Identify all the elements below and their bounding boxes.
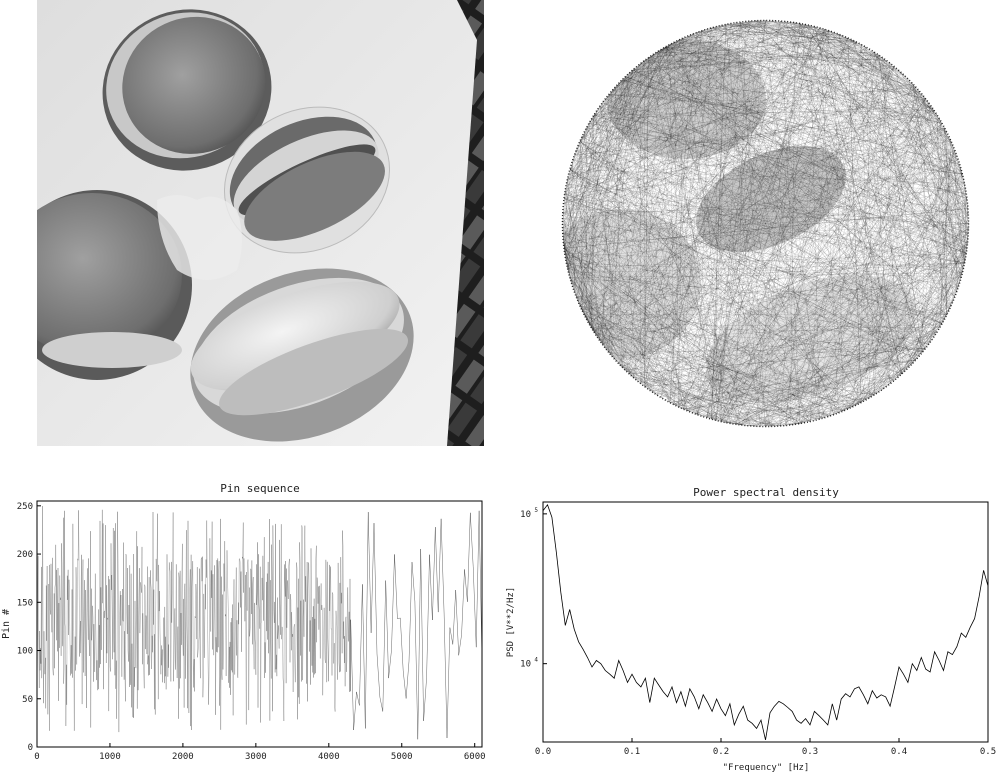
psd-frame (542, 501, 989, 743)
macaron-bottom (190, 268, 414, 442)
pin-sequence-ytick-label: 250 (17, 502, 33, 512)
psd-xtick-label: 0.4 (891, 747, 907, 757)
pin-sequence-ytick-label: 100 (17, 647, 33, 657)
macaron-photo (37, 0, 484, 446)
psd-xtick-label: 0.0 (535, 747, 551, 757)
string-art-shade-top (606, 39, 766, 159)
string-art (561, 19, 970, 428)
pin-sequence-xtick-label: 2000 (172, 752, 194, 762)
pin-sequence-xtick-label: 4000 (318, 752, 340, 762)
string-art-shade-bottom (705, 275, 917, 403)
string-art-threads (562, 20, 969, 427)
pin-sequence-ytick-label: 0 (28, 743, 33, 753)
macaron-left (37, 190, 192, 380)
pin-sequence-title: Pin sequence (220, 482, 299, 495)
pin-sequence-xtick-label: 5000 (391, 752, 413, 762)
pin-sequence-svg: Pin sequence 0 1000 2000 3000 4000 5000 6000 0… (1, 482, 486, 762)
psd-ytick-label: 10 (520, 510, 531, 520)
string-art-canvas (561, 19, 970, 428)
string-art-circle (562, 20, 969, 427)
string-art-shade-middle (696, 146, 846, 252)
pin-sequence-dense-trace (36, 505, 351, 733)
psd-xlabel: "Frequency" [Hz] (723, 763, 810, 773)
pin-sequence-xtick-label: 3000 (245, 752, 267, 762)
pin-sequence-chart: Pin sequence 0 1000 2000 3000 4000 5000 6000 0… (0, 478, 498, 773)
psd-xtick-label: 0.5 (980, 747, 996, 757)
psd-svg: Power spectral density 0.0 0.1 0.2 0.3 0.4 0.… (506, 486, 996, 773)
pin-sequence-ytick-label: 200 (17, 550, 33, 560)
psd-xtick-label: 0.2 (713, 747, 729, 757)
psd-ytick-label: 10 (520, 660, 531, 670)
pin-sequence-xtick-label: 1000 (99, 752, 121, 762)
psd-ytick-exponent: 4 (534, 657, 538, 664)
psd-xtick-label: 0.1 (624, 747, 640, 757)
pin-sequence-frame (36, 500, 483, 748)
pin-sequence-ytick-label: 50 (22, 695, 33, 705)
pin-sequence-ytick-label: 150 (17, 598, 33, 608)
macaron-top (102, 9, 272, 171)
pin-sequence-ylabel: Pin # (1, 609, 12, 639)
psd-xtick-label: 0.3 (802, 747, 818, 757)
psd-ytick-exponent: 5 (534, 507, 538, 514)
pin-sequence-xtick-label: 6000 (464, 752, 486, 762)
psd-series-line (542, 503, 989, 740)
psd-chart: Power spectral density 0.0 0.1 0.2 0.3 0.4 0.… (500, 478, 998, 773)
pin-sequence-xtick-label: 0 (34, 752, 39, 762)
macaron-middle (223, 106, 391, 254)
pin-sequence-sparse-trace (350, 510, 483, 740)
psd-title: Power spectral density (693, 486, 839, 499)
macaron-photo-canvas (37, 0, 484, 446)
psd-ylabel: PSD [V**2/Hz] (506, 587, 516, 657)
